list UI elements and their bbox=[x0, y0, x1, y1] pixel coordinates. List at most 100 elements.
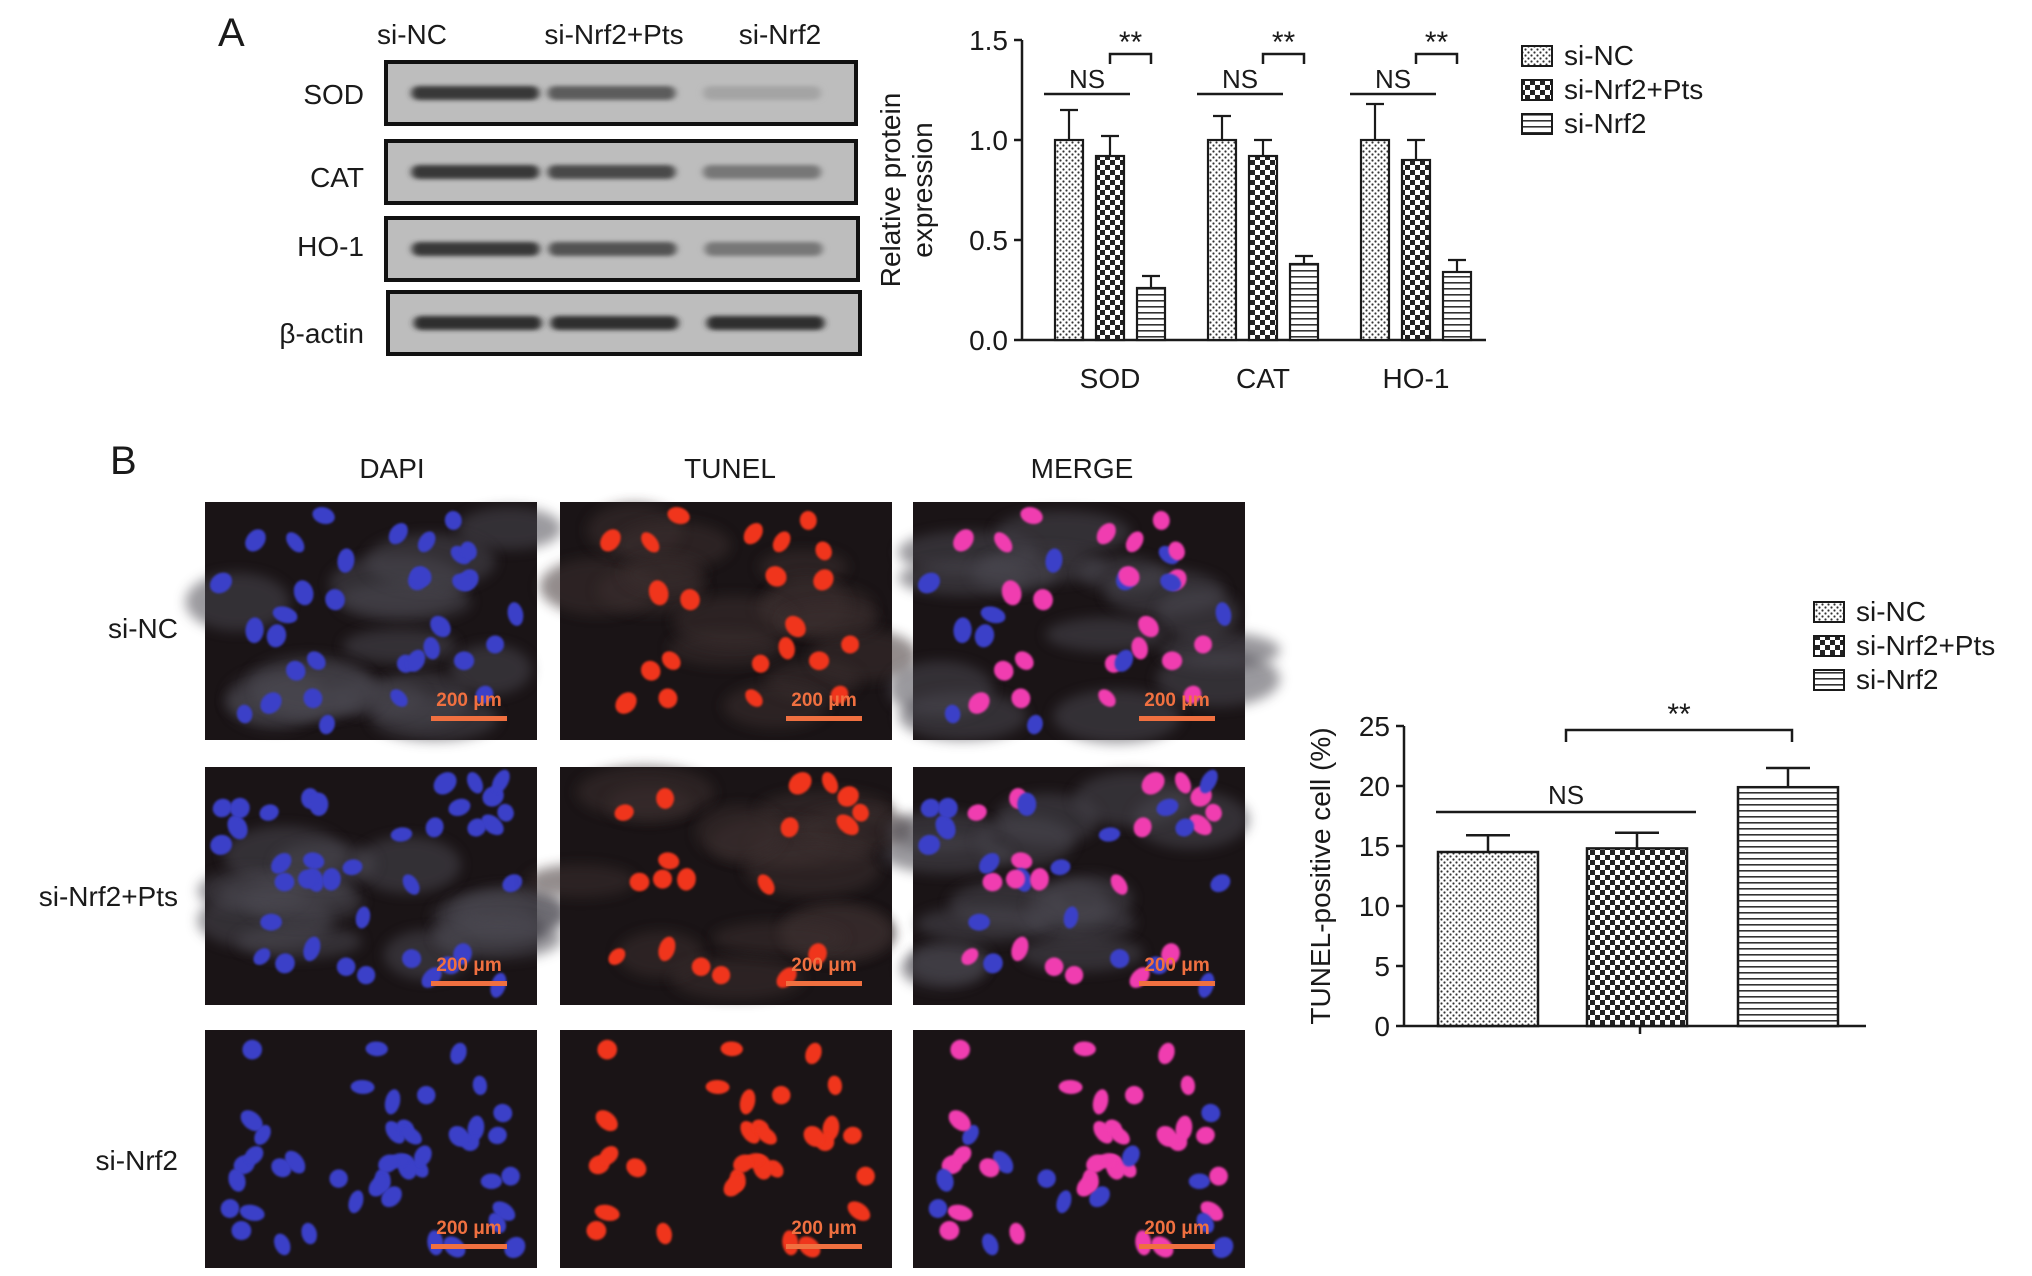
cell-nucleus bbox=[757, 874, 775, 895]
cytoplasm-haze bbox=[457, 507, 563, 550]
cytoplasm-haze bbox=[1053, 689, 1181, 744]
cell-nucleus bbox=[1030, 868, 1049, 891]
cell-nucleus bbox=[502, 874, 523, 893]
cell-nucleus bbox=[1011, 936, 1029, 962]
scale-bar-label: 200 μm bbox=[791, 690, 857, 711]
cell-nucleus bbox=[680, 589, 700, 611]
cell-nucleus bbox=[1076, 1175, 1097, 1197]
cell-nucleus bbox=[1045, 548, 1063, 573]
cell-nucleus bbox=[450, 1042, 467, 1065]
cell-nucleus bbox=[830, 685, 849, 704]
legend-label: si-Nrf2+Pts bbox=[1564, 74, 1703, 105]
cell-nucleus bbox=[244, 1146, 264, 1165]
cytoplasm-haze bbox=[185, 572, 290, 631]
cell-nucleus bbox=[1196, 1126, 1215, 1145]
cell-nucleus bbox=[336, 957, 356, 977]
cell-nucleus bbox=[1135, 1230, 1152, 1256]
scale-bar bbox=[786, 981, 862, 986]
micrograph: 200 μm bbox=[525, 766, 915, 1005]
cell-nucleus bbox=[667, 507, 690, 525]
cell-nucleus bbox=[260, 913, 282, 931]
cell-nucleus bbox=[430, 615, 451, 638]
bar bbox=[1400, 158, 1432, 342]
cell-nucleus bbox=[641, 532, 660, 553]
cell-nucleus bbox=[968, 913, 990, 931]
micrograph: 200 μm bbox=[185, 502, 563, 741]
cell-nucleus bbox=[1096, 522, 1116, 545]
cell-nucleus bbox=[491, 769, 510, 794]
micrograph: 200 μm bbox=[205, 1030, 537, 1268]
bar bbox=[1206, 138, 1238, 342]
cell-nucleus bbox=[285, 660, 306, 681]
cell-nucleus bbox=[981, 1233, 999, 1256]
cell-nucleus bbox=[1011, 688, 1031, 709]
legend-swatch bbox=[1813, 669, 1845, 691]
cell-nucleus bbox=[1050, 859, 1071, 876]
cell-nucleus bbox=[210, 834, 233, 855]
cell-nucleus bbox=[417, 531, 436, 553]
cell-nucleus bbox=[1141, 772, 1165, 795]
cell-nucleus bbox=[1092, 1089, 1109, 1115]
cell-nucleus bbox=[1009, 1222, 1025, 1245]
cell-nucleus bbox=[1073, 1041, 1096, 1057]
blot-band bbox=[550, 316, 679, 330]
cell-nucleus bbox=[260, 692, 282, 714]
cell-nucleus bbox=[460, 541, 477, 561]
cell-nucleus bbox=[1147, 956, 1168, 975]
cell-nucleus bbox=[286, 532, 305, 553]
cell-nucleus bbox=[239, 1204, 265, 1221]
bar bbox=[1135, 286, 1167, 342]
cell-nucleus bbox=[586, 1221, 607, 1241]
scale-bar-label: 200 μm bbox=[791, 955, 857, 976]
cell-nucleus bbox=[319, 714, 335, 735]
cell-nucleus bbox=[597, 1039, 618, 1060]
micrograph: 200 μm bbox=[539, 502, 918, 740]
cell-nucleus bbox=[785, 615, 806, 638]
cell-nucleus bbox=[856, 1166, 875, 1186]
cell-nucleus bbox=[1109, 1126, 1130, 1145]
cytoplasm-haze bbox=[355, 836, 461, 894]
cytoplasm-haze bbox=[337, 581, 472, 622]
cell-nucleus bbox=[733, 1154, 753, 1173]
bar bbox=[1053, 138, 1085, 342]
cell-nucleus bbox=[782, 1230, 799, 1256]
cell-nucleus bbox=[1044, 957, 1064, 977]
cell-nucleus bbox=[756, 1126, 777, 1145]
blot-band bbox=[411, 86, 540, 100]
cell-nucleus bbox=[245, 617, 264, 644]
cell-nucleus bbox=[272, 606, 298, 624]
cell-nucleus bbox=[808, 651, 830, 671]
micrograph: 200 μm bbox=[560, 1030, 892, 1268]
cell-nucleus bbox=[309, 792, 329, 816]
legend-label: si-NC bbox=[1564, 40, 1634, 71]
scale-bar bbox=[786, 1244, 862, 1249]
significance-label: NS bbox=[1375, 64, 1411, 94]
scale-bar-label: 200 μm bbox=[436, 1218, 502, 1239]
significance-label: NS bbox=[1222, 64, 1258, 94]
cell-nucleus bbox=[381, 1186, 402, 1208]
cell-nucleus bbox=[1199, 769, 1218, 794]
cell-nucleus bbox=[1161, 943, 1180, 965]
cell-nucleus bbox=[661, 651, 681, 670]
cell-nucleus bbox=[240, 1110, 263, 1132]
cell-nucleus bbox=[1201, 1103, 1221, 1123]
cell-nucleus bbox=[658, 936, 676, 962]
panel-b: B DAPI TUNEL MERGE si-NC si-Nrf2+Pts si-… bbox=[39, 439, 1995, 1268]
scale-bar bbox=[786, 716, 862, 721]
panel-a: A si-NC si-Nrf2+Pts si-Nrf2 SOD CAT HO-1… bbox=[218, 11, 1703, 394]
cell-nucleus bbox=[245, 529, 266, 552]
cell-nucleus bbox=[342, 859, 363, 876]
cell-nucleus bbox=[948, 1110, 971, 1132]
cell-nucleus bbox=[481, 814, 504, 836]
y-tick-label: 0.0 bbox=[969, 325, 1008, 356]
cell-nucleus bbox=[274, 872, 295, 892]
significance-bracket bbox=[1414, 52, 1459, 64]
cell-nucleus bbox=[472, 1075, 488, 1095]
scale-bar bbox=[1139, 981, 1215, 986]
cell-nucleus bbox=[410, 566, 432, 587]
cell-nucleus bbox=[780, 817, 799, 838]
significance-bracket bbox=[1261, 52, 1306, 64]
y-tick-label: 0 bbox=[1374, 1011, 1390, 1042]
cell-nucleus bbox=[227, 815, 248, 840]
blot-row-label: SOD bbox=[303, 79, 364, 110]
